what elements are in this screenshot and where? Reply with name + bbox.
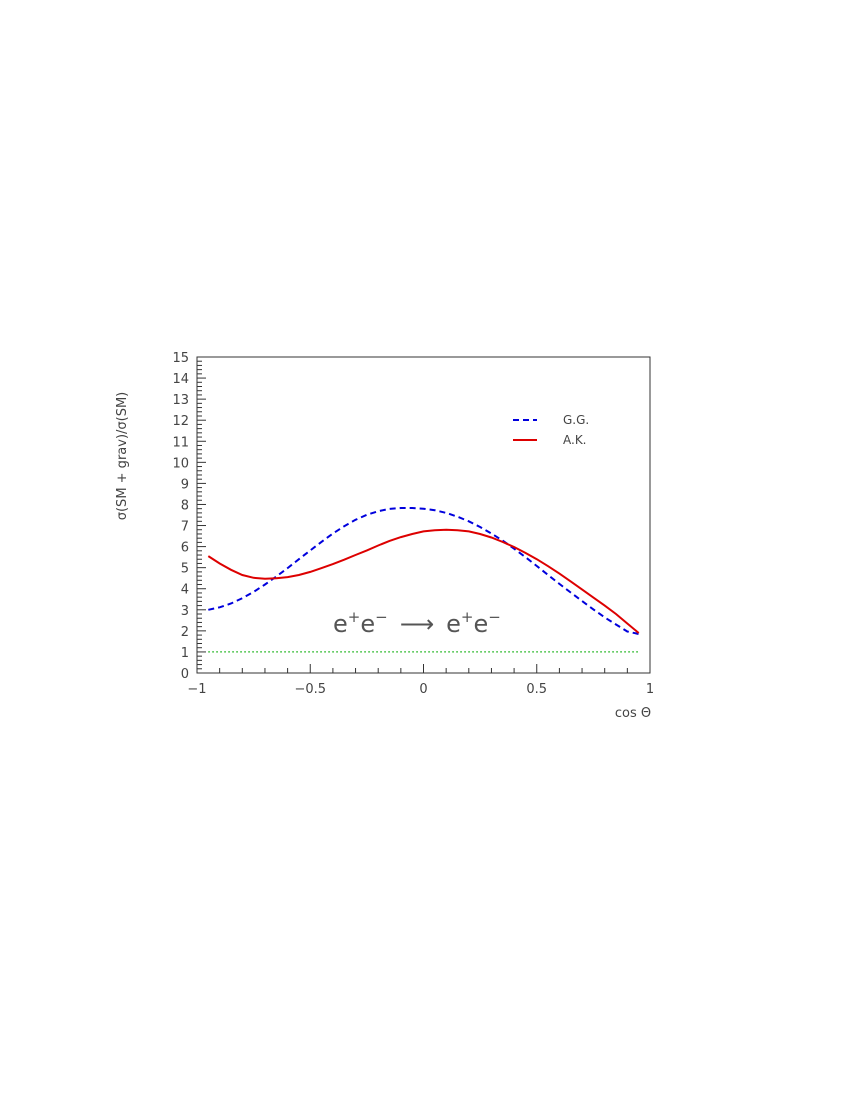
y-tick-label: 1 [181,646,189,661]
annot-plus1: + [348,608,361,626]
annot-e1: e [333,610,348,638]
annot-e3: e [446,610,461,638]
y-tick-label: 9 [181,477,189,492]
y-tick-label: 0 [181,667,189,682]
y-tick-label: 11 [172,435,189,450]
y-tick-label: 2 [181,625,189,640]
y-axis-label: σ(SM + grav)/σ(SM) [115,392,130,521]
x-axis-label: cos Θ [615,706,651,721]
legend-label-ak: A.K. [563,433,587,447]
annot-minus2: − [488,608,501,626]
x-tick-label: 0 [419,682,427,697]
series-line-ak [207,528,640,634]
y-tick-label: 5 [181,562,189,577]
y-tick-label: 12 [172,414,189,429]
x-tick-label: −0.5 [294,682,326,697]
series-line-gg [208,507,639,635]
annot-arrow: ⟶ [400,610,434,638]
y-tick-label: 15 [172,351,189,366]
y-tick-label: 8 [181,498,189,513]
series-layer [207,507,640,653]
y-tick-label: 13 [172,393,189,408]
x-tick-label: 0.5 [526,682,547,697]
legend-label-gg: G.G. [563,413,589,427]
annot-e4: e [473,610,488,638]
annot-plus2: + [461,608,474,626]
annot-e2: e [360,610,375,638]
tick-marks [196,356,651,674]
y-tick-label: 10 [172,456,189,471]
x-tick-label: 1 [646,682,654,697]
process-annotation: e+e− ⟶ e+e− [333,608,501,638]
legend: G.G. A.K. [513,413,589,447]
y-tick-label: 6 [181,541,189,556]
y-tick-label: 4 [181,583,189,598]
annot-minus1: − [375,608,388,626]
y-tick-label: 14 [172,372,189,387]
y-tick-label: 7 [181,520,189,535]
y-tick-label: 3 [181,604,189,619]
x-tick-label: −1 [187,682,206,697]
